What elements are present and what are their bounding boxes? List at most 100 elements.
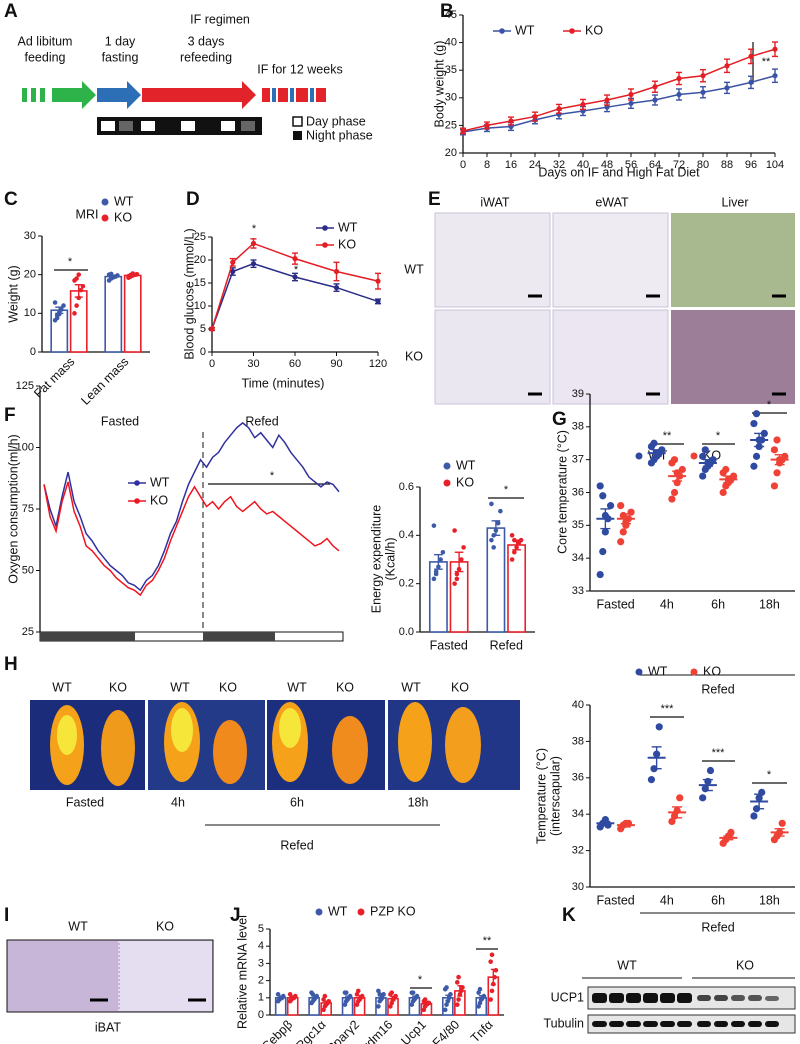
x-tick-label: 0 <box>460 159 466 171</box>
legend-marker <box>322 242 328 248</box>
legend-label: KO <box>703 664 721 678</box>
point <box>250 240 257 247</box>
tissue-label: iBAT <box>95 1020 122 1034</box>
phase-bar <box>97 117 262 135</box>
data-point <box>606 502 615 510</box>
data-point <box>770 446 779 454</box>
y-tick-label: 100 <box>16 441 34 453</box>
y-tick-label: 0 <box>200 346 206 358</box>
panel-h-thermal: WT KO WT KO WT KO WT KO Fasted 4h 6h 18h… <box>30 680 520 852</box>
data-point <box>489 537 494 543</box>
x-tick-label: Fasted <box>597 597 635 611</box>
legend-marker <box>322 225 328 231</box>
significance-label: * <box>270 470 275 482</box>
dash <box>290 88 294 102</box>
data-point <box>433 571 439 577</box>
data-point <box>658 446 666 454</box>
data-point <box>750 419 758 428</box>
histology-image <box>434 212 551 308</box>
panel-letter: K <box>562 905 576 926</box>
genotype-label: WT <box>287 680 307 694</box>
data-point <box>655 723 663 731</box>
dark-phase <box>40 632 135 641</box>
data-point <box>289 995 294 1001</box>
data-point <box>454 571 460 577</box>
point <box>580 101 586 108</box>
x-tick-label: 6h <box>711 597 725 611</box>
point <box>628 91 634 98</box>
data-point <box>393 993 398 999</box>
x-tick-label: 96 <box>745 159 757 171</box>
data-point <box>460 985 465 990</box>
panel-letter: E <box>428 189 441 210</box>
data-point <box>343 990 349 995</box>
y-tick-label: 25 <box>22 626 34 638</box>
y-tick-label: 25 <box>194 231 206 243</box>
point <box>676 91 682 98</box>
x-tick-label: 64 <box>649 159 661 171</box>
chart-title: MRI <box>76 207 99 221</box>
y-tick-label: 0.0 <box>399 626 414 638</box>
legend-label: WT <box>515 23 535 37</box>
data-point <box>627 508 635 516</box>
point <box>292 256 298 262</box>
genotype-label: WT <box>52 680 72 694</box>
legend-label: WT <box>456 458 476 472</box>
point <box>375 278 381 284</box>
data-point <box>76 295 82 301</box>
y-tick-label: 4 <box>258 940 264 952</box>
data-point <box>727 828 735 837</box>
y-tick-label: 45 <box>445 9 457 21</box>
genotype-label: KO <box>451 680 469 694</box>
x-tick-label: 18h <box>759 597 780 611</box>
data-point <box>596 482 604 490</box>
timepoint-label: 6h <box>290 795 304 809</box>
data-point <box>389 990 395 995</box>
significance-label: ** <box>483 935 492 947</box>
data-point <box>78 287 84 293</box>
data-point <box>773 436 781 444</box>
legend-marker <box>315 908 323 916</box>
data-point <box>699 472 707 480</box>
data-point <box>130 271 136 276</box>
group-label: Refed <box>701 920 734 934</box>
data-point <box>431 523 437 528</box>
data-point <box>729 472 738 480</box>
mouse <box>398 702 432 782</box>
x-tick-label: 48 <box>601 159 613 171</box>
chart: 33 34 35 36 37 38 39 Core temperature (°C) WT KO *… <box>555 388 795 696</box>
data-point <box>493 967 499 973</box>
x-tick-label: 120 <box>369 358 387 370</box>
x-tick-label: 0 <box>209 358 215 370</box>
data-point <box>376 1004 381 1009</box>
y-axis-label: Body weight (g) <box>432 41 446 128</box>
y-tick-label: 37 <box>572 454 584 466</box>
data-point <box>512 537 517 543</box>
mouse <box>445 707 481 783</box>
data-point <box>448 992 453 997</box>
dash <box>31 88 36 102</box>
x-tick-label: 56 <box>625 159 637 171</box>
data-point <box>750 462 758 470</box>
y-tick-label: 38 <box>572 735 584 747</box>
y-tick-label: 35 <box>572 519 584 531</box>
data-point <box>668 495 676 503</box>
data-point <box>596 570 604 579</box>
data-point <box>509 557 515 562</box>
data-point <box>514 545 519 550</box>
x-tick-label: 40 <box>577 159 589 171</box>
data-point <box>509 533 515 538</box>
data-point <box>56 311 62 317</box>
x-tick-label: 4h <box>660 597 674 611</box>
mouse <box>101 710 135 786</box>
point <box>230 259 236 265</box>
significance-label: * <box>294 264 299 276</box>
phase-label: Refed <box>245 414 278 428</box>
panel-letter: H <box>4 654 18 675</box>
point <box>460 128 466 134</box>
panel-letter: B <box>440 1 454 22</box>
step-label: feeding <box>24 50 65 64</box>
y-tick-label: 36 <box>572 486 584 498</box>
point <box>484 122 490 128</box>
significance-label: * <box>767 769 772 781</box>
